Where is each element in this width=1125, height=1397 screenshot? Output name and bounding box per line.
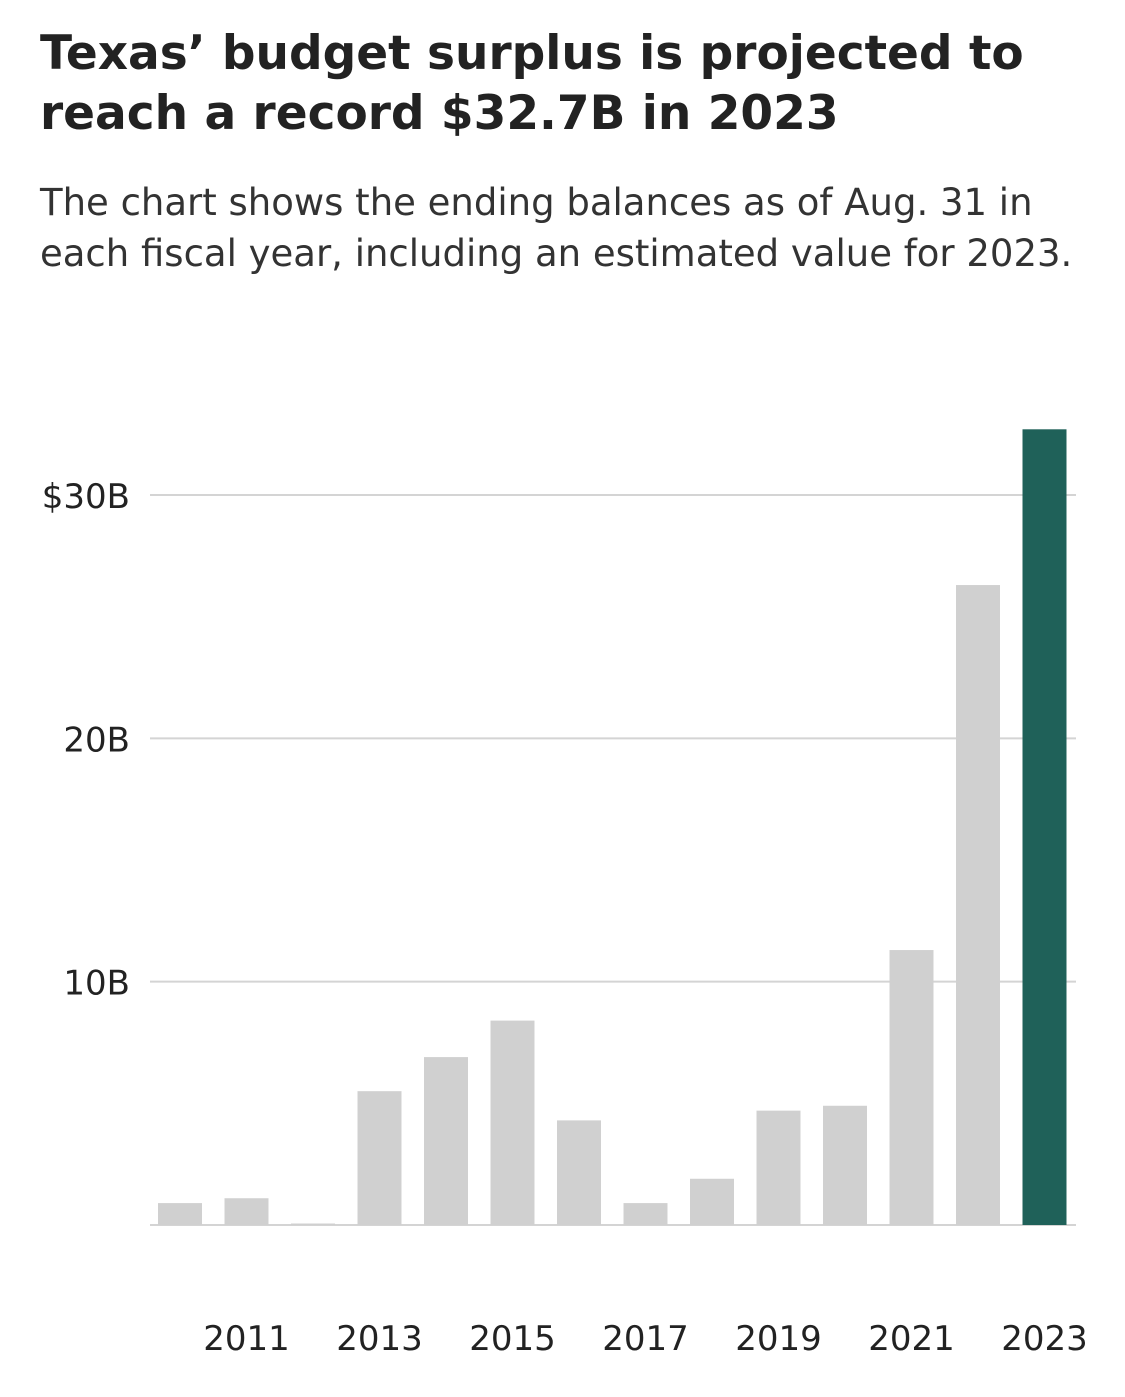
bar-2010 [158,1203,202,1225]
chart-title: Texas’ budget surplus is projected to re… [40,26,1024,141]
bar-2023 [1022,429,1067,1225]
bar-2018 [690,1178,734,1225]
bar-2014 [424,1057,468,1225]
bar-2013 [357,1091,402,1225]
bar-2015 [490,1020,535,1225]
y-tick-label: 20B [63,720,130,760]
bar-2020 [823,1105,867,1225]
bar-2019 [756,1110,801,1225]
x-tick-label: 2023 [1001,1319,1088,1359]
y-axis-labels: 10B 20B $30B [42,477,130,1004]
x-tick-label: 2015 [469,1319,556,1359]
bar-2012 [291,1223,335,1225]
bar-2016 [557,1120,601,1225]
bar-2011 [224,1198,269,1225]
chart-subtitle: The chart shows the ending balances as o… [40,181,1073,275]
gridlines [150,494,1076,1226]
x-tick-label: 2017 [602,1319,689,1359]
bar-2021 [889,950,934,1225]
bar-2017 [623,1203,668,1225]
y-tick-label: $30B [42,477,130,517]
x-axis-labels: 2011 2013 2015 2017 2019 2021 2023 [203,1319,1088,1359]
x-tick-label: 2013 [336,1319,423,1359]
bars [158,429,1067,1225]
x-tick-label: 2019 [735,1319,822,1359]
y-tick-label: 10B [63,964,130,1004]
bar-2022 [956,585,1000,1225]
x-tick-label: 2021 [868,1319,955,1359]
x-tick-label: 2011 [203,1319,290,1359]
